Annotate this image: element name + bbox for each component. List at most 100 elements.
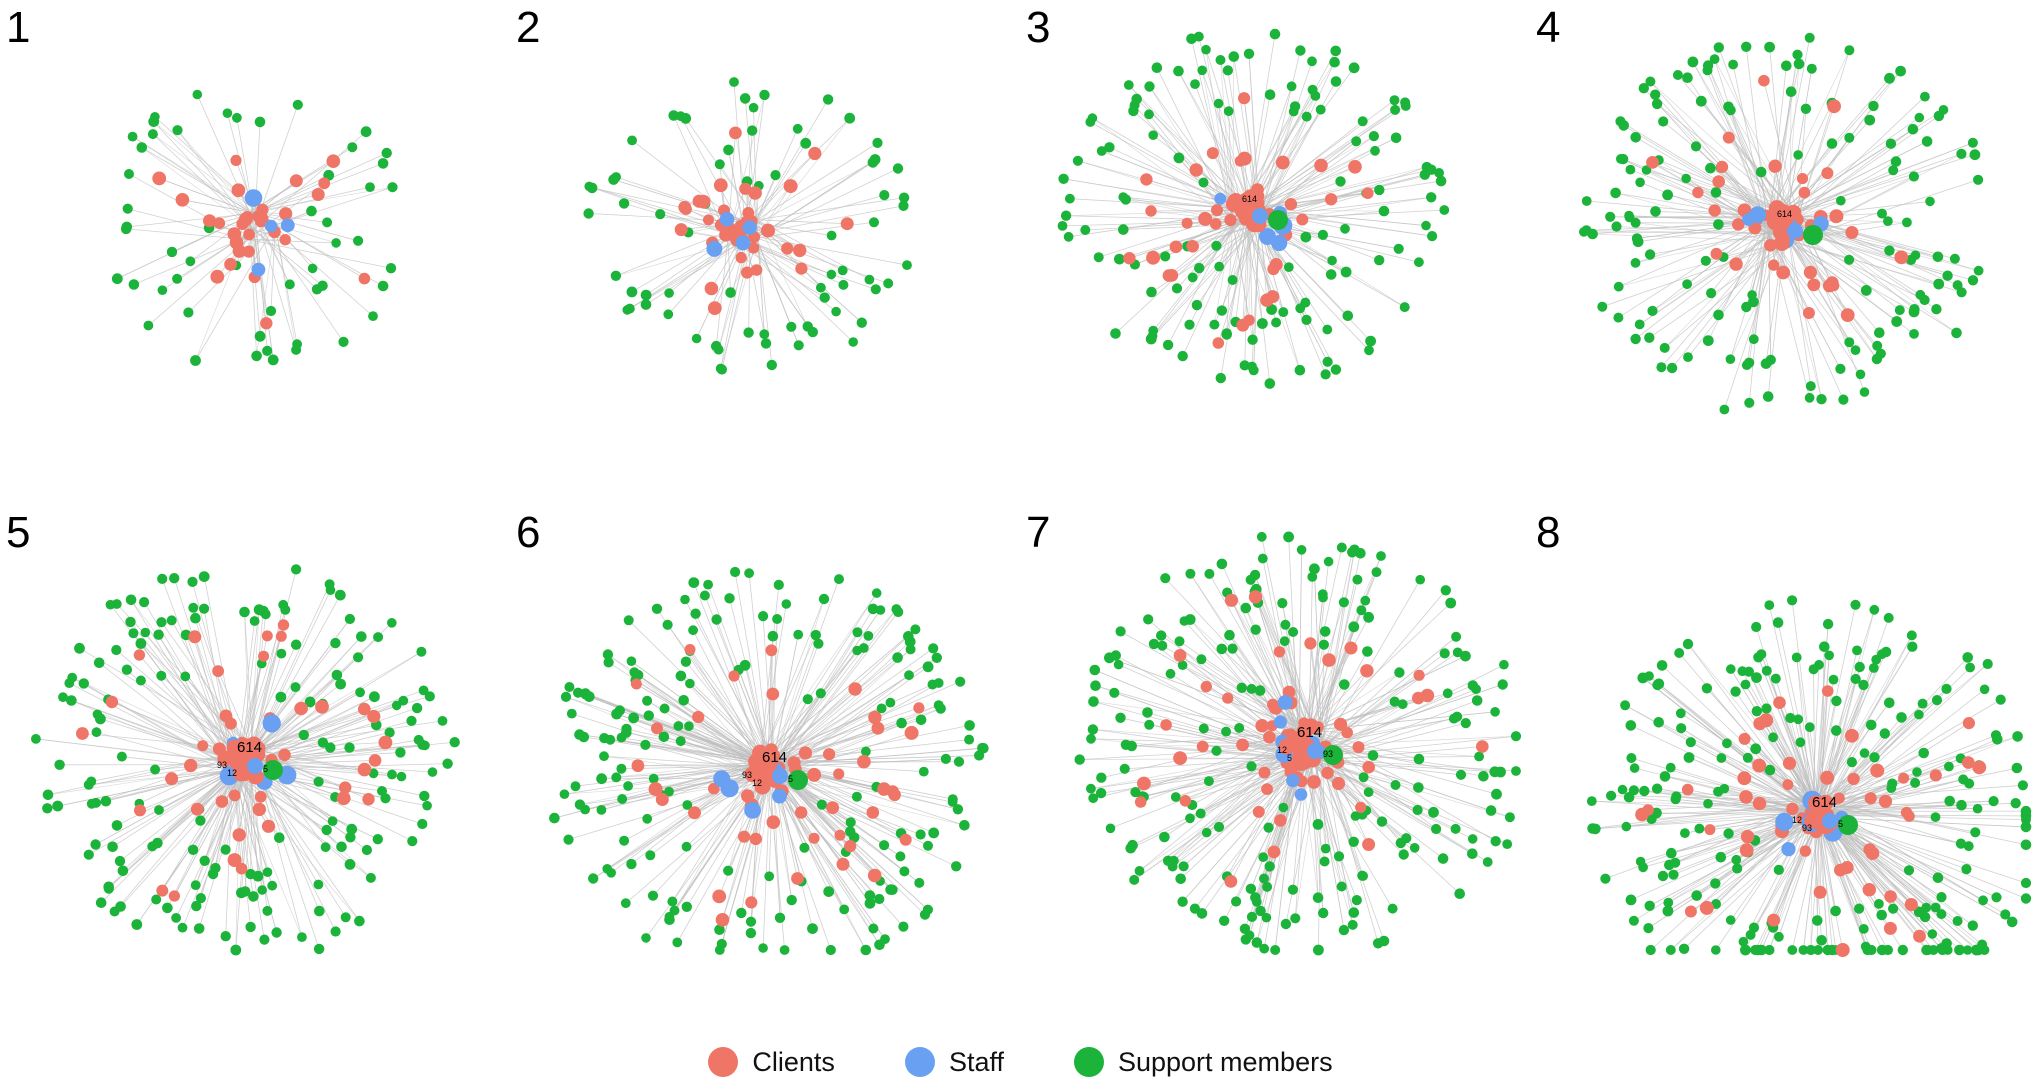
support-member-node [564, 682, 575, 692]
edge [1635, 222, 1787, 340]
support-member-node [1193, 31, 1204, 42]
edge [638, 674, 772, 768]
edge [1656, 103, 1775, 219]
support-member-node [703, 579, 713, 590]
support-member-node [745, 916, 757, 927]
client-node [235, 862, 248, 875]
support-member-node [1687, 56, 1699, 68]
edge [593, 766, 772, 879]
support-member-node [344, 613, 355, 625]
support-member-node [1177, 350, 1188, 362]
support-member-node [1277, 598, 1288, 609]
support-member-node [1914, 709, 1924, 720]
support-member-node [1319, 626, 1331, 637]
edge [1178, 70, 1250, 209]
support-member-node [2017, 780, 2028, 791]
support-member-node [1358, 772, 1369, 783]
support-member-node [1822, 618, 1834, 630]
support-member-node [848, 337, 858, 347]
support-member-node [1478, 771, 1489, 782]
support-member-node [207, 868, 219, 880]
support-member-node [1089, 664, 1101, 676]
support-member-node [1781, 60, 1792, 72]
staff-node [1307, 743, 1323, 759]
client-node [230, 154, 242, 166]
support-member-node [1300, 231, 1312, 243]
nodes-3: 614 [1057, 28, 1450, 389]
support-member-node [1884, 72, 1895, 84]
support-member-node [1087, 113, 1098, 123]
client-node [703, 214, 714, 226]
client-node [232, 244, 246, 258]
support-member-node [346, 823, 358, 835]
support-member-node [1581, 196, 1592, 206]
support-member-node [1785, 712, 1796, 724]
support-member-node [1672, 70, 1683, 80]
support-member-node [1221, 328, 1232, 339]
support-member-node [198, 571, 210, 582]
support-member-node [1223, 106, 1234, 117]
support-member-node [292, 99, 303, 110]
support-member-node [105, 599, 116, 610]
support-member-node [1115, 712, 1126, 723]
edge [88, 769, 236, 786]
support-member-node [603, 657, 614, 668]
support-member-node [1371, 567, 1382, 578]
support-member-node [1773, 864, 1784, 876]
edge [720, 236, 758, 369]
support-member-node [1930, 902, 1941, 913]
support-member-node [1631, 233, 1643, 244]
edge [733, 81, 746, 235]
support-member-node [353, 235, 364, 246]
edge [1321, 672, 1400, 746]
edge [249, 589, 331, 760]
edge [772, 598, 825, 763]
support-member-node [549, 812, 560, 824]
support-member-node [914, 877, 925, 888]
client-node [1352, 741, 1365, 754]
client-node [1646, 156, 1659, 169]
client-node [1362, 838, 1376, 851]
support-member-node [1650, 89, 1661, 100]
support-member-node [1448, 713, 1459, 724]
support-member-node [344, 859, 356, 870]
support-member-node [1110, 328, 1121, 339]
support-member-node [1728, 59, 1738, 70]
edge [132, 136, 250, 213]
client-node [833, 768, 845, 780]
support-member-node [1177, 660, 1188, 670]
client-node [1845, 226, 1859, 239]
support-member-node [1883, 612, 1894, 623]
support-member-node [1247, 361, 1257, 372]
support-member-node [896, 717, 907, 729]
support-member-node [1606, 790, 1617, 801]
edge [166, 762, 241, 909]
edge [554, 762, 773, 819]
client-node [1307, 775, 1321, 789]
support-member-node [1249, 569, 1261, 581]
support-member-node [1885, 138, 1897, 149]
client-node [808, 832, 820, 844]
support-member-node [1489, 766, 1501, 778]
staff-node [1294, 788, 1308, 801]
edge [745, 234, 767, 344]
staff-node [1259, 228, 1276, 245]
support-member-node [380, 793, 391, 804]
edge [132, 136, 256, 214]
support-member-node [1329, 56, 1340, 68]
client-node [1810, 806, 1827, 823]
support-member-node [124, 169, 134, 179]
support-member-node [1761, 665, 1772, 676]
support-member-node [252, 870, 264, 882]
support-member-node [1315, 104, 1326, 115]
support-member-node [872, 137, 883, 148]
client-node [1821, 167, 1834, 180]
support-member-node [816, 799, 828, 810]
support-member-node [898, 200, 909, 211]
client-node [1145, 205, 1157, 217]
support-member-node [915, 714, 927, 726]
support-member-node [1307, 56, 1317, 67]
client-node [708, 782, 720, 795]
support-member-node [869, 217, 879, 228]
client-node [152, 171, 167, 186]
